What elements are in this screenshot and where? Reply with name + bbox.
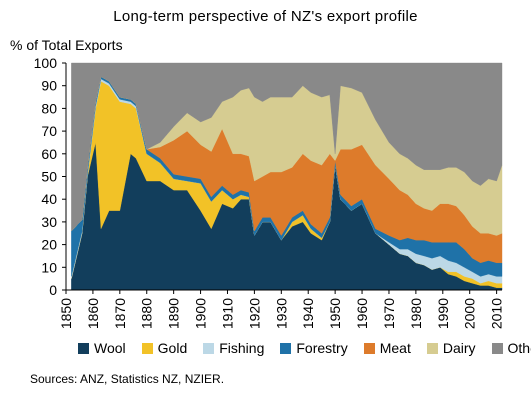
legend-item-fishing: Fishing bbox=[203, 340, 264, 356]
x-tick-label: 2010 bbox=[489, 298, 505, 329]
legend-item-forestry: Forestry bbox=[280, 340, 348, 356]
y-tick-label: 90 bbox=[41, 78, 57, 94]
legend-swatch bbox=[363, 342, 375, 354]
y-tick-label: 60 bbox=[41, 146, 57, 162]
legend-item-other: Other bbox=[491, 340, 531, 356]
legend-item-dairy: Dairy bbox=[426, 340, 476, 356]
legend-label: Other bbox=[507, 340, 531, 356]
legend-item-meat: Meat bbox=[363, 340, 411, 356]
y-tick-label: 50 bbox=[41, 169, 57, 185]
x-tick-label: 1980 bbox=[408, 298, 424, 329]
x-tick-label: 1910 bbox=[220, 298, 236, 329]
x-tick-label: 1880 bbox=[139, 298, 155, 329]
x-tick-label: 1850 bbox=[58, 298, 74, 329]
legend-swatch bbox=[141, 342, 153, 354]
y-tick-label: 80 bbox=[41, 100, 57, 116]
legend-label: Wool bbox=[94, 340, 126, 356]
x-tick-label: 1900 bbox=[193, 298, 209, 329]
legend-label: Gold bbox=[157, 340, 188, 356]
y-tick-label: 100 bbox=[34, 55, 58, 71]
x-tick-label: 1970 bbox=[381, 298, 397, 329]
legend-label: Dairy bbox=[442, 340, 476, 356]
legend-swatch bbox=[491, 342, 503, 354]
x-tick-label: 1940 bbox=[300, 298, 316, 329]
source-note: Sources: ANZ, Statistics NZ, NZIER. bbox=[30, 372, 225, 386]
x-tick-label: 1920 bbox=[246, 298, 262, 329]
x-tick-label: 1930 bbox=[273, 298, 289, 329]
y-tick-label: 70 bbox=[41, 123, 57, 139]
legend-swatch bbox=[426, 342, 438, 354]
x-tick-label: 1890 bbox=[166, 298, 182, 329]
x-tick-label: 1950 bbox=[327, 298, 343, 329]
y-tick-label: 0 bbox=[49, 282, 57, 298]
legend-item-wool: Wool bbox=[78, 340, 126, 356]
x-tick-label: 1860 bbox=[85, 298, 101, 329]
x-tick-label: 1870 bbox=[112, 298, 128, 329]
area-other bbox=[71, 62, 503, 232]
legend-swatch bbox=[78, 342, 89, 354]
legend-label: Meat bbox=[379, 340, 411, 356]
y-tick-label: 20 bbox=[41, 237, 57, 253]
x-tick-label: 1960 bbox=[354, 298, 370, 329]
y-tick-label: 10 bbox=[41, 259, 57, 275]
y-tick-label: 40 bbox=[41, 191, 57, 207]
x-tick-label: 2000 bbox=[462, 298, 478, 329]
legend-label: Forestry bbox=[296, 340, 348, 356]
axes-group: 0 10 20 30 40 50 60 70 80 90 100 1850 1860 1870 1880 18… bbox=[34, 55, 505, 329]
legend-swatch bbox=[203, 342, 215, 354]
legend: Wool Gold Fishing Forestry Meat Dairy Other bbox=[78, 340, 531, 356]
chart-title: Long-term perspective of NZ's export pro… bbox=[113, 8, 418, 25]
x-tick-label: 1990 bbox=[435, 298, 451, 329]
legend-label: Fishing bbox=[219, 340, 265, 356]
legend-swatch bbox=[280, 342, 292, 354]
area-series-group bbox=[71, 62, 503, 291]
legend-item-gold: Gold bbox=[141, 340, 188, 356]
y-axis-title: % of Total Exports bbox=[10, 37, 123, 53]
y-tick-label: 30 bbox=[41, 214, 57, 230]
